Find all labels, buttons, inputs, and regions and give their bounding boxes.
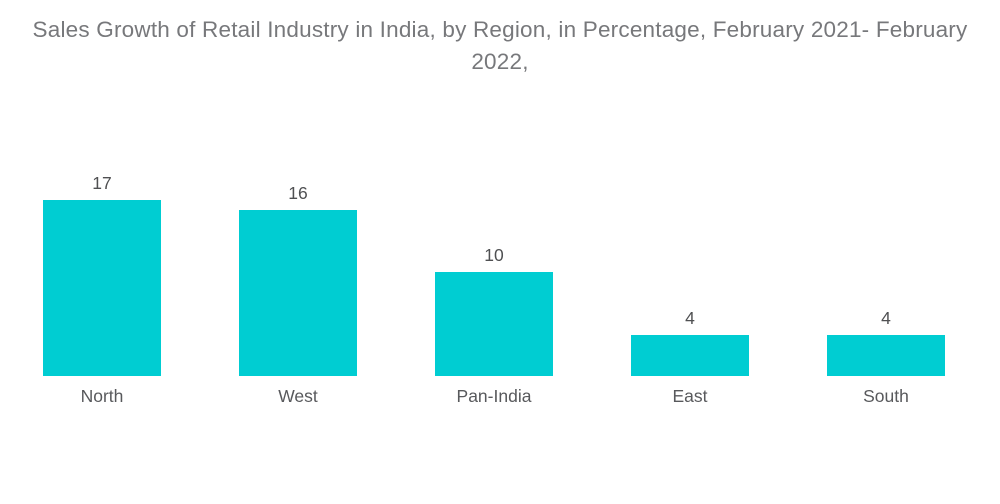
bar-column-west: 16 West xyxy=(200,110,396,410)
bar-west xyxy=(239,210,357,376)
bar-value-label: 4 xyxy=(685,308,695,328)
bar-column-north: 17 North xyxy=(4,110,200,410)
bar-east xyxy=(631,335,749,376)
bar-plot-area: 17 North 16 West 10 Pan-India 4 East 4 South xyxy=(4,110,984,410)
bar-value-label: 16 xyxy=(288,183,308,203)
bar-area: 4 xyxy=(592,110,788,376)
bar-pan-india xyxy=(435,272,553,376)
category-label-east: East xyxy=(672,386,708,406)
bar-area: 10 xyxy=(396,110,592,376)
bar-column-pan-india: 10 Pan-India xyxy=(396,110,592,410)
bar-value-label: 17 xyxy=(92,173,112,193)
bar-area: 16 xyxy=(200,110,396,376)
bar-value-label: 4 xyxy=(881,308,891,328)
bar-north xyxy=(43,200,161,376)
bar-area: 4 xyxy=(788,110,984,376)
category-label-west: West xyxy=(278,386,318,406)
bar-south xyxy=(827,335,945,376)
category-label-north: North xyxy=(80,386,124,406)
category-label-pan-india: Pan-India xyxy=(456,386,532,406)
chart-title: Sales Growth of Retail Industry in India… xyxy=(32,17,968,74)
bar-area: 17 xyxy=(4,110,200,376)
bar-value-label: 10 xyxy=(484,245,504,265)
category-label-south: South xyxy=(863,386,909,406)
bar-column-east: 4 East xyxy=(592,110,788,410)
bar-column-south: 4 South xyxy=(788,110,984,410)
